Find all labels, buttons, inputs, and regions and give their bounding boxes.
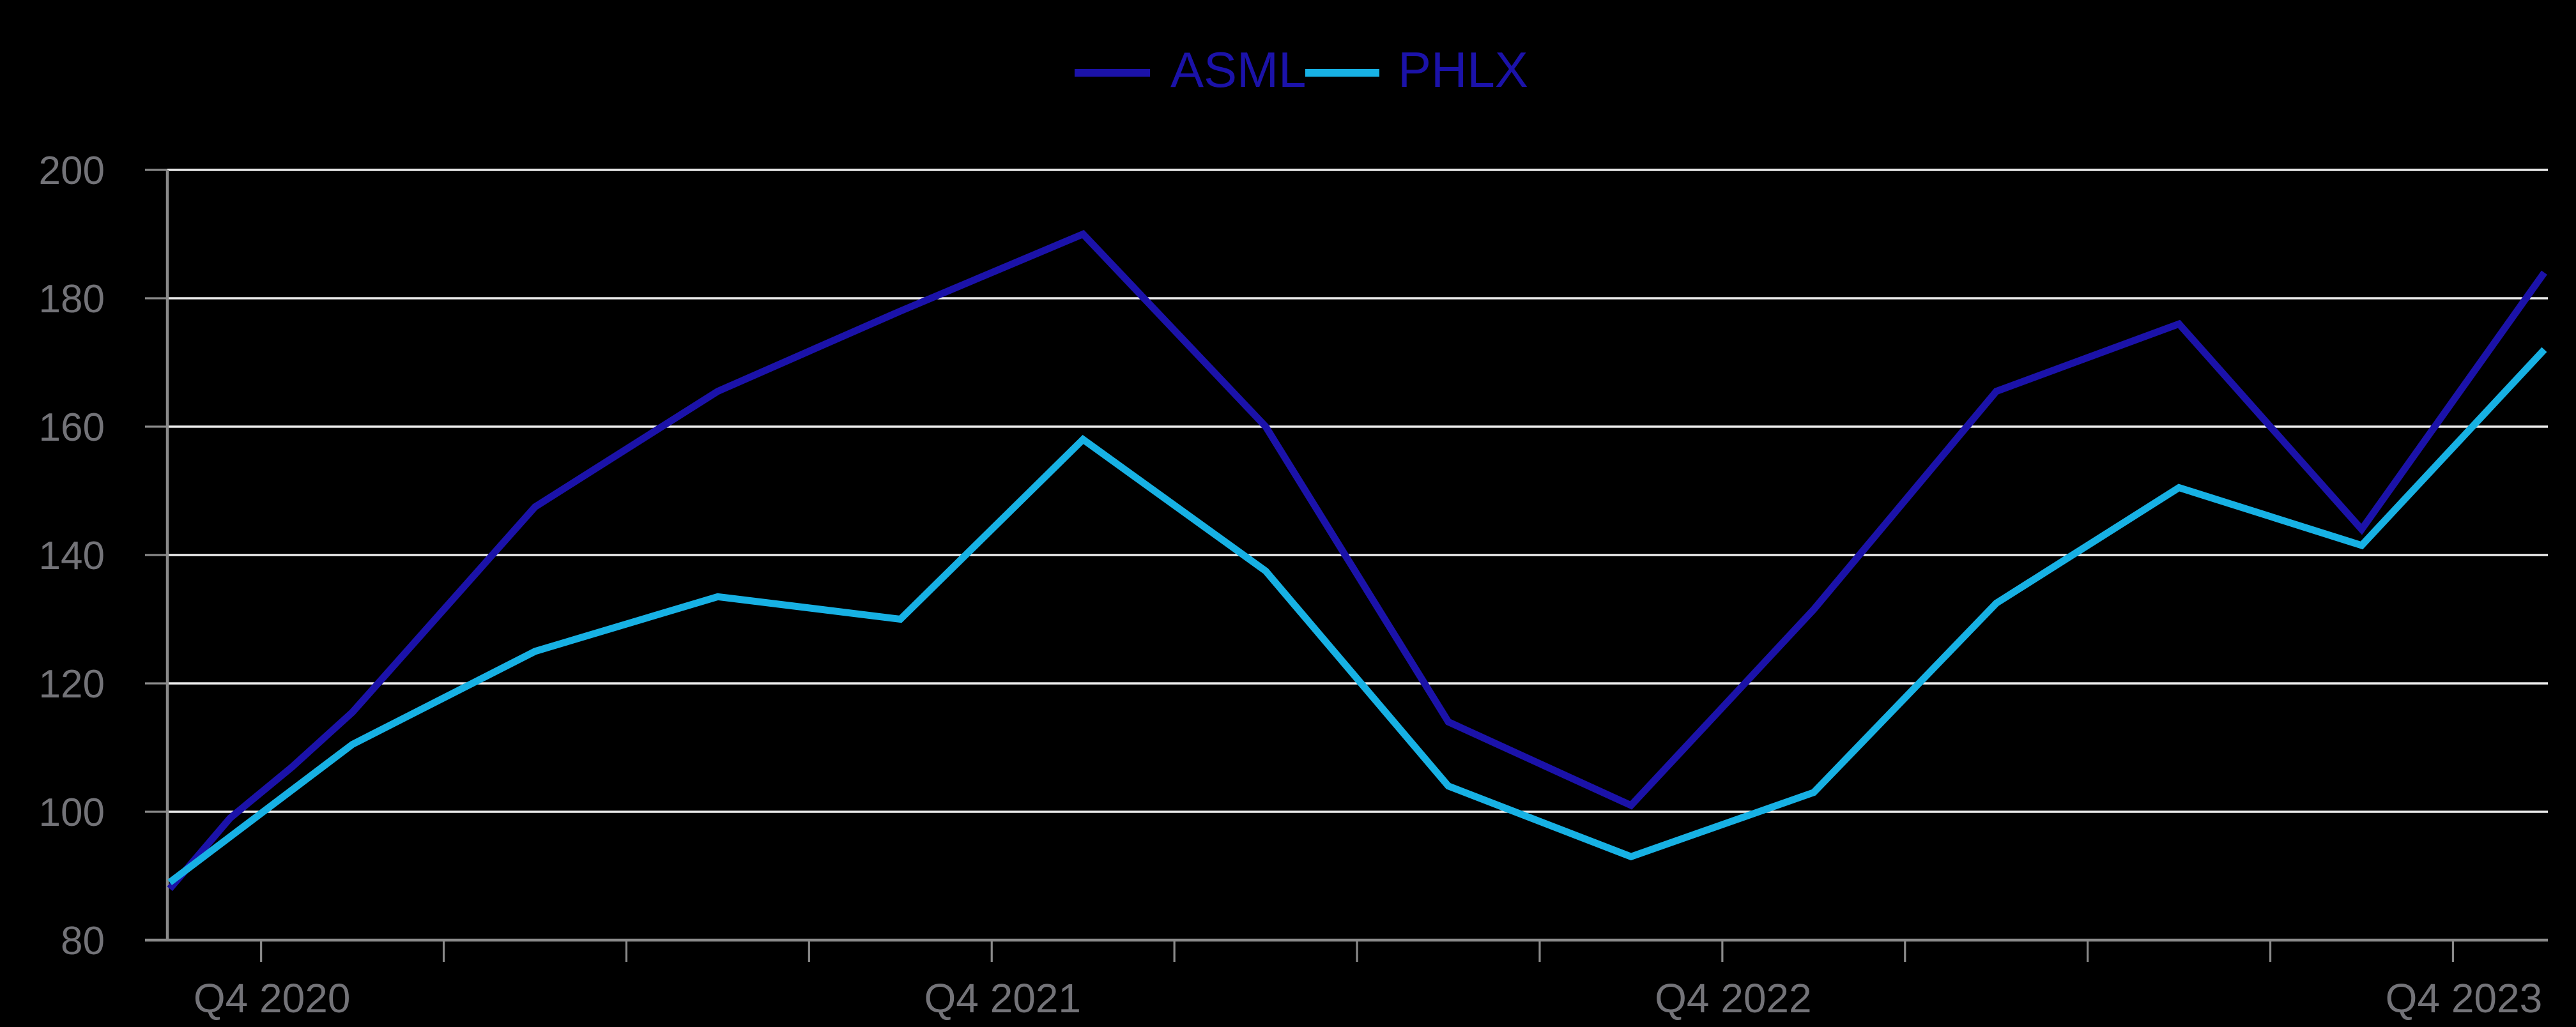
y-tick-label-120: 120 [39, 662, 105, 706]
y-tick-label-100: 100 [39, 791, 105, 835]
y-tick-label-140: 140 [39, 534, 105, 578]
legend: ASML PHLX [1075, 42, 1528, 98]
y-tick-label-180: 180 [39, 277, 105, 321]
x-tick-label-q4-2020: Q4 2020 [194, 975, 351, 1021]
y-tick-label-160: 160 [39, 406, 105, 450]
x-axis-ticks [260, 940, 2455, 962]
x-tick-label-q4-2023: Q4 2023 [2386, 975, 2543, 1021]
legend-label-phlx: PHLX [1398, 42, 1528, 98]
horizontal-gridlines [167, 169, 2548, 813]
x-tick-label-q4-2021: Q4 2021 [924, 975, 1081, 1021]
series-line-asml [167, 229, 2547, 892]
x-axis-labels: Q4 2020 Q4 2021 Q4 2022 Q4 2023 [194, 975, 2542, 1021]
legend-label-asml: ASML [1170, 42, 1306, 98]
x-tick-label-q4-2022: Q4 2022 [1655, 975, 1812, 1021]
y-tick-label-80: 80 [61, 919, 105, 963]
series-line-phlx [167, 347, 2547, 885]
y-axis-labels: 80 100 120 140 160 180 200 [39, 149, 105, 963]
data-series-lines [167, 229, 2547, 892]
y-tick-label-200: 200 [39, 149, 105, 193]
y-axis-ticks [145, 169, 167, 941]
